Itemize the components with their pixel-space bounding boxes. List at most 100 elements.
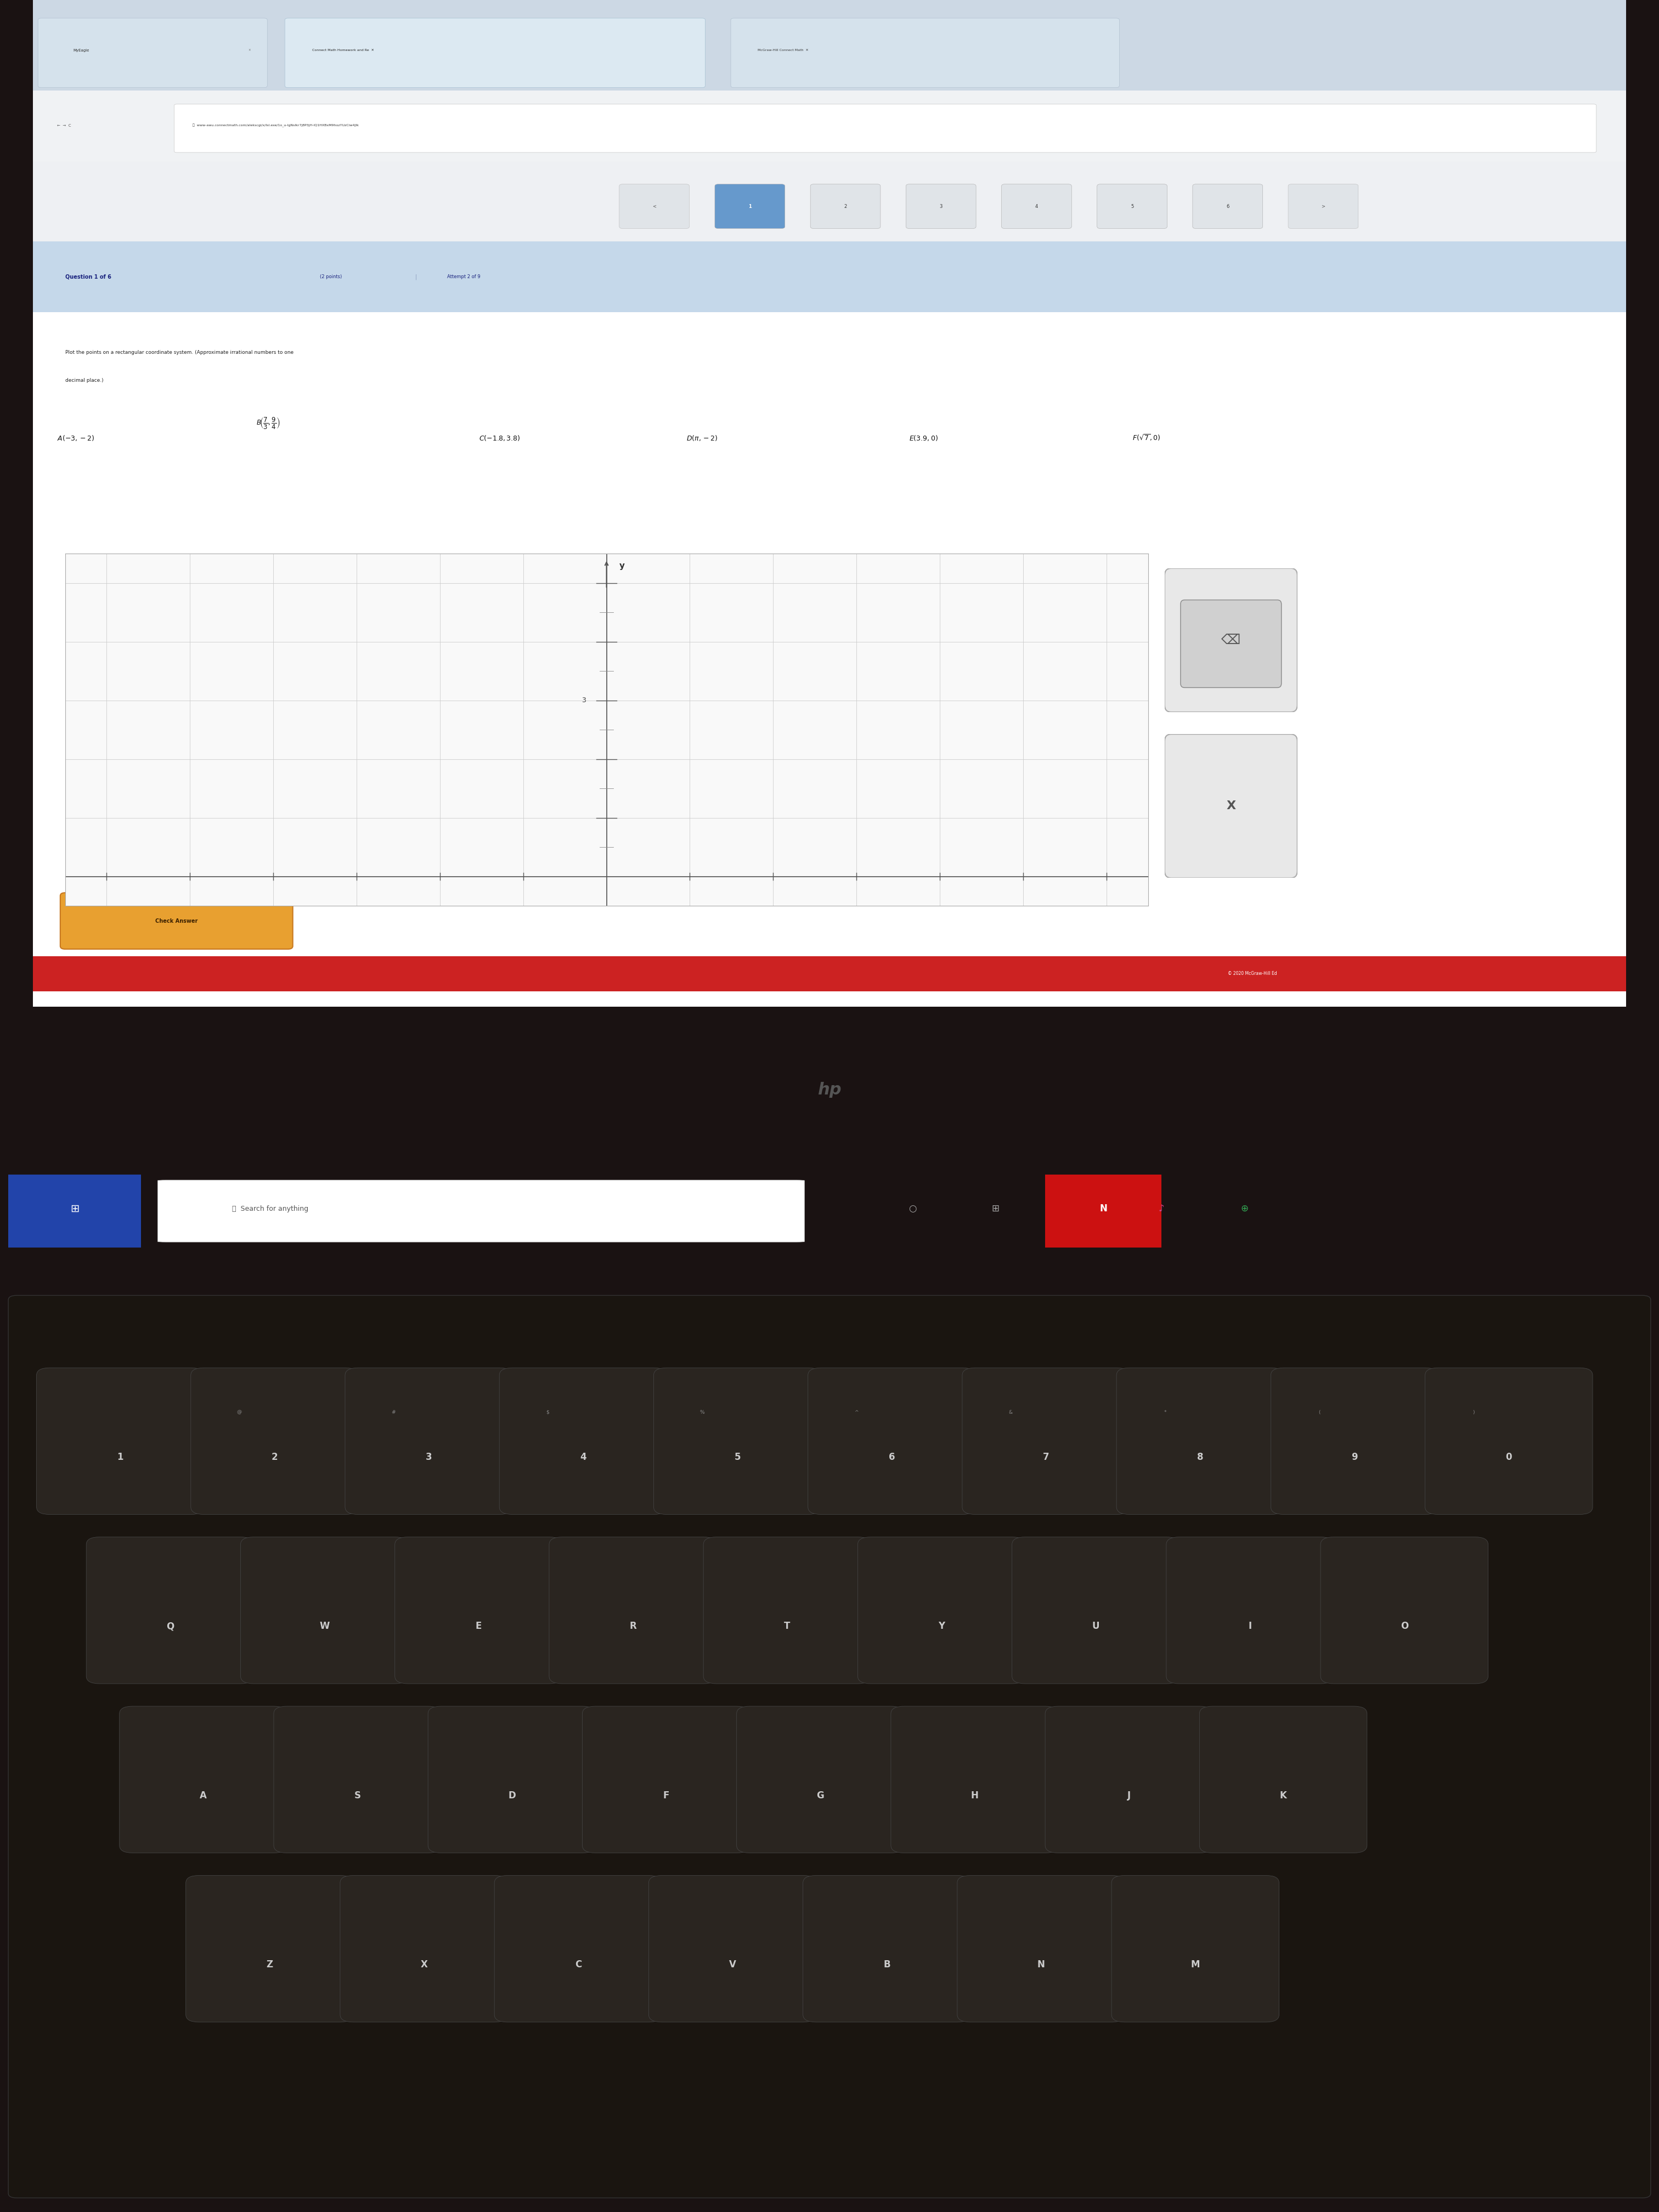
FancyBboxPatch shape [119, 1705, 287, 1854]
Text: S: S [355, 1790, 360, 1801]
Text: X: X [420, 1960, 428, 1969]
Text: *: * [1165, 1409, 1166, 1416]
Text: ⊕: ⊕ [1241, 1203, 1248, 1214]
Text: 1: 1 [118, 1451, 123, 1462]
Text: 8: 8 [1198, 1451, 1203, 1462]
FancyBboxPatch shape [803, 1876, 971, 2022]
FancyBboxPatch shape [345, 1367, 513, 1515]
FancyBboxPatch shape [730, 18, 1120, 88]
Text: ⊞: ⊞ [70, 1203, 80, 1214]
Text: (: ( [1319, 1409, 1321, 1416]
Text: %: % [700, 1409, 705, 1416]
Text: &: & [1009, 1409, 1012, 1416]
FancyBboxPatch shape [36, 1367, 204, 1515]
FancyBboxPatch shape [8, 1296, 1651, 2199]
Text: F: F [664, 1790, 669, 1801]
FancyBboxPatch shape [582, 1705, 750, 1854]
FancyBboxPatch shape [737, 1705, 904, 1854]
Text: $: $ [546, 1409, 549, 1416]
Text: 9: 9 [1352, 1451, 1357, 1462]
Text: B: B [883, 1960, 891, 1969]
Text: (2 points): (2 points) [320, 274, 342, 279]
Text: 1: 1 [748, 204, 752, 208]
Text: $C(-1.8,3.8)$: $C(-1.8,3.8)$ [479, 434, 521, 442]
FancyBboxPatch shape [1112, 1876, 1279, 2022]
FancyBboxPatch shape [191, 1367, 358, 1515]
Bar [33, 312, 1626, 1006]
FancyBboxPatch shape [1117, 1367, 1284, 1515]
Text: @: @ [237, 1409, 242, 1416]
FancyBboxPatch shape [1193, 184, 1262, 228]
FancyBboxPatch shape [1321, 1537, 1488, 1683]
Text: 2: 2 [844, 204, 846, 208]
FancyBboxPatch shape [1287, 184, 1359, 228]
Text: $F(\sqrt{7},0)$: $F(\sqrt{7},0)$ [1131, 434, 1160, 442]
Text: © 2020 McGraw-Hill Ed: © 2020 McGraw-Hill Ed [1228, 971, 1277, 975]
Text: ⊞: ⊞ [992, 1203, 999, 1214]
Text: McGraw-Hill Connect Math  ✕: McGraw-Hill Connect Math ✕ [758, 49, 808, 51]
FancyBboxPatch shape [174, 104, 1596, 153]
Text: R: R [629, 1621, 637, 1630]
Text: I: I [1248, 1621, 1253, 1630]
Text: U: U [1092, 1621, 1100, 1630]
Text: 3: 3 [581, 697, 586, 703]
FancyBboxPatch shape [1166, 1537, 1334, 1683]
Text: Check Answer: Check Answer [156, 918, 197, 925]
FancyBboxPatch shape [428, 1705, 596, 1854]
Text: ^: ^ [854, 1409, 859, 1416]
FancyBboxPatch shape [86, 1537, 254, 1683]
Text: 6: 6 [889, 1451, 894, 1462]
Text: M: M [1191, 1960, 1199, 1969]
FancyBboxPatch shape [285, 18, 705, 88]
FancyBboxPatch shape [158, 1179, 805, 1243]
FancyBboxPatch shape [906, 184, 975, 228]
Text: ○: ○ [909, 1203, 916, 1214]
FancyBboxPatch shape [499, 1367, 667, 1515]
Text: #: # [392, 1409, 397, 1416]
FancyBboxPatch shape [1002, 184, 1072, 228]
Text: ←  →  C: ← → C [56, 124, 71, 128]
Text: 3: 3 [939, 204, 942, 208]
Text: decimal place.): decimal place.) [65, 378, 103, 383]
FancyBboxPatch shape [340, 1876, 508, 2022]
FancyBboxPatch shape [649, 1876, 816, 2022]
Text: 3: 3 [426, 1451, 431, 1462]
Text: 🔒  www-awu.connectmath.com/alekscgi/x/lsl.exe/1o_u-lgNslkr7j8P3jH-lQ1HXBxM9hozYU: 🔒 www-awu.connectmath.com/alekscgi/x/lsl… [192, 124, 358, 128]
Text: A: A [199, 1790, 207, 1801]
Text: 2: 2 [272, 1451, 277, 1462]
Text: $B\!\left(\dfrac{7}{3},\dfrac{9}{4}\right)$: $B\!\left(\dfrac{7}{3},\dfrac{9}{4}\righ… [255, 416, 280, 429]
Text: ⌫: ⌫ [1221, 633, 1241, 646]
Text: Connect Math Homework and Re  ✕: Connect Math Homework and Re ✕ [312, 49, 373, 51]
FancyBboxPatch shape [1165, 568, 1297, 712]
Text: hp: hp [818, 1082, 841, 1097]
Text: y: y [619, 562, 624, 571]
Text: 4: 4 [1035, 204, 1039, 208]
FancyBboxPatch shape [715, 184, 785, 228]
Bar [33, 956, 1626, 991]
Text: G: G [816, 1790, 825, 1801]
Text: V: V [728, 1960, 737, 1969]
Bar [8, 1175, 141, 1248]
Text: W: W [319, 1621, 330, 1630]
FancyBboxPatch shape [1012, 1537, 1180, 1683]
Bar [33, 161, 1626, 241]
FancyBboxPatch shape [1097, 184, 1168, 228]
FancyBboxPatch shape [619, 184, 690, 228]
Text: <: < [652, 204, 657, 208]
Text: |: | [415, 274, 416, 279]
FancyBboxPatch shape [186, 1876, 353, 2022]
Text: Plot the points on a rectangular coordinate system. (Approximate irrational numb: Plot the points on a rectangular coordin… [65, 349, 294, 354]
Text: J: J [1126, 1790, 1131, 1801]
Text: E: E [476, 1621, 481, 1630]
FancyBboxPatch shape [808, 1367, 975, 1515]
FancyBboxPatch shape [241, 1537, 408, 1683]
Bar [33, 241, 1626, 312]
Text: 4: 4 [581, 1451, 586, 1462]
FancyBboxPatch shape [395, 1537, 562, 1683]
Text: X: X [1226, 801, 1236, 812]
FancyBboxPatch shape [494, 1876, 662, 2022]
FancyBboxPatch shape [703, 1537, 871, 1683]
FancyBboxPatch shape [1271, 1367, 1438, 1515]
Bar [33, 0, 1626, 91]
Text: 5: 5 [735, 1451, 740, 1462]
